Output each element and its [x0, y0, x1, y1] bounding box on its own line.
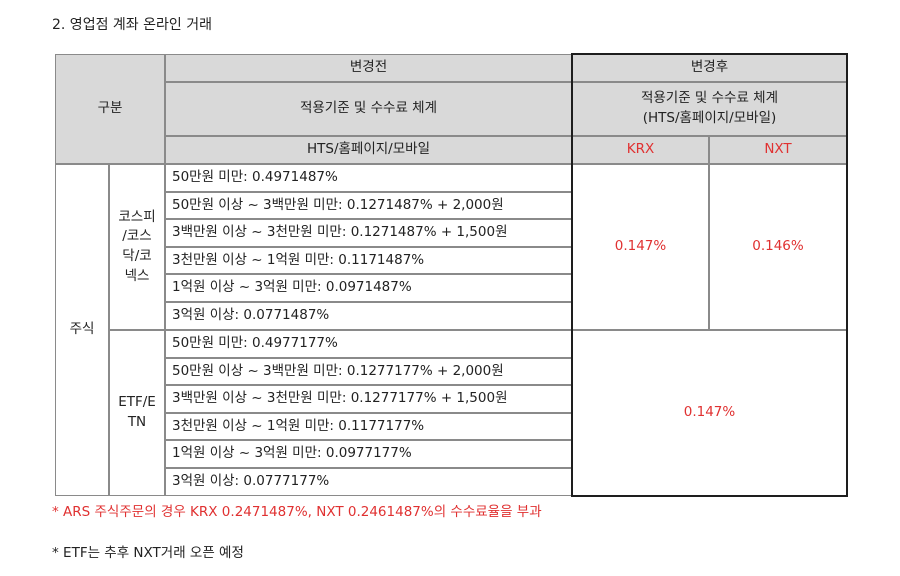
- group-name-line: 코스피: [118, 208, 156, 225]
- header-nxt: NXT: [709, 136, 847, 164]
- fee-tier-row: 3억원 이상: 0.0771487%: [165, 302, 572, 330]
- header-category: 구분: [55, 54, 165, 164]
- group-kospi-kosdaq-konex: 코스피 /코스 닥/코 넥스: [109, 164, 165, 330]
- header-after-basis: 적용기준 및 수수료 체계 (HTS/홈페이지/모바일): [572, 82, 847, 136]
- ars-note: * ARS 주식주문의 경우 KRX 0.2471487%, NXT 0.246…: [52, 504, 542, 520]
- fee-tier-row: 3천만원 이상 ~ 1억원 미만: 0.1177177%: [165, 413, 572, 440]
- fee-tier-row: 1억원 이상 ~ 3억원 미만: 0.0977177%: [165, 440, 572, 468]
- fee-tier-row: 3백만원 이상 ~ 3천만원 미만: 0.1271487% + 1,500원: [165, 219, 572, 247]
- fee-tier-row: 3천만원 이상 ~ 1억원 미만: 0.1171487%: [165, 247, 572, 274]
- group-etf-etn: ETF/E TN: [109, 330, 165, 496]
- fee-tier-row: 50만원 미만: 0.4977177%: [165, 330, 572, 358]
- fee-tier-row: 3억원 이상: 0.0777177%: [165, 468, 572, 496]
- etf-note: * ETF는 추후 NXT거래 오픈 예정: [52, 545, 244, 561]
- fee-tier-row: 50만원 미만: 0.4971487%: [165, 164, 572, 192]
- krx-rate-stocks: 0.147%: [572, 164, 709, 330]
- fee-tier-row: 1억원 이상 ~ 3억원 미만: 0.0971487%: [165, 274, 572, 302]
- group-name-line: TN: [127, 414, 147, 430]
- group-name-line: 넥스: [124, 267, 150, 284]
- header-before: 변경전: [165, 54, 572, 82]
- etf-etn-rate: 0.147%: [572, 330, 847, 496]
- group-name-line: 닥/코: [122, 248, 152, 264]
- nxt-rate-stocks: 0.146%: [709, 164, 847, 330]
- fee-tier-row: 50만원 이상 ~ 3백만원 미만: 0.1277177% + 2,000원: [165, 358, 572, 385]
- fee-table: 구분 변경전 변경후 적용기준 및 수수료 체계 적용기준 및 수수료 체계 (…: [55, 53, 848, 497]
- group-name-line: /코스: [122, 228, 152, 245]
- header-after: 변경후: [572, 54, 847, 82]
- fee-tier-row: 3백만원 이상 ~ 3천만원 미만: 0.1277177% + 1,500원: [165, 385, 572, 413]
- fee-tier-row: 50만원 이상 ~ 3백만원 미만: 0.1271487% + 2,000원: [165, 192, 572, 219]
- asset-stock: 주식: [55, 164, 109, 496]
- group-name-line: ETF/E: [118, 394, 156, 411]
- header-after-basis-line2: (HTS/홈페이지/모바일): [642, 110, 777, 126]
- header-krx: KRX: [572, 136, 709, 164]
- header-before-basis: 적용기준 및 수수료 체계: [165, 82, 572, 136]
- header-before-channel: HTS/홈페이지/모바일: [165, 136, 572, 164]
- section-heading: 2. 영업점 계좌 온라인 거래: [52, 17, 212, 33]
- header-after-basis-line1: 적용기준 및 수수료 체계: [640, 90, 779, 107]
